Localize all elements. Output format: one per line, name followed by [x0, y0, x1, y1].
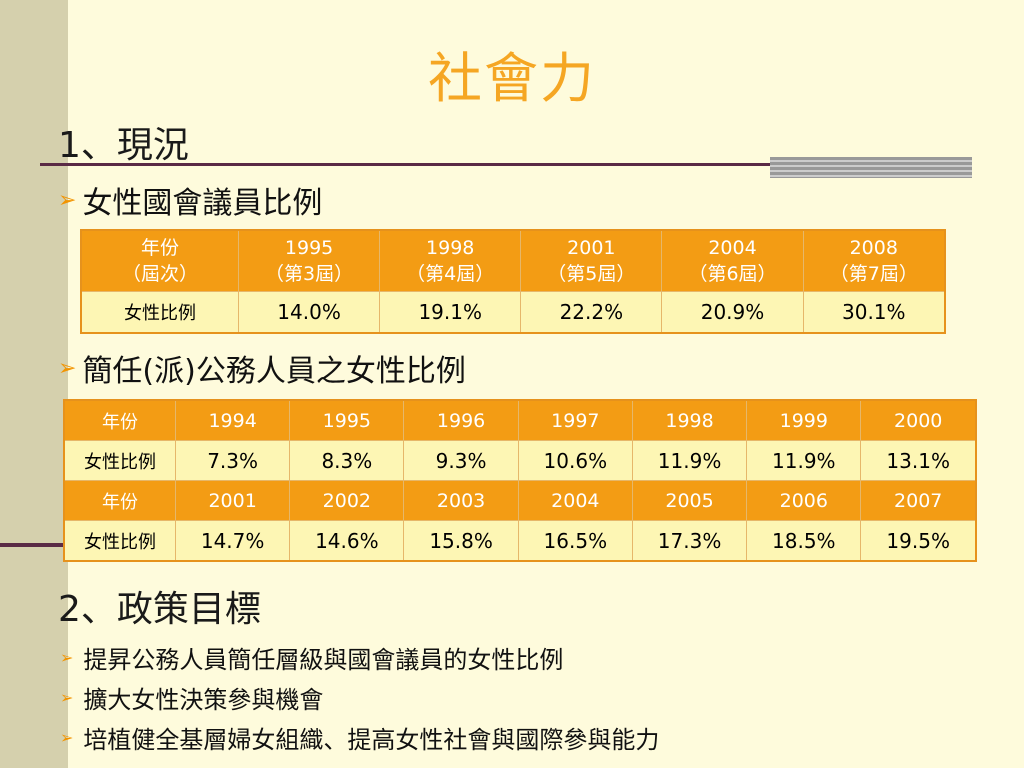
table-cell: 11.9% — [746, 440, 862, 481]
table-header-cell: 2008 （第7屆） — [802, 229, 946, 292]
arrowhead-bullet-icon: ➢ — [58, 355, 77, 381]
table-cell: 14.0% — [237, 291, 381, 334]
table-header-cell: 年份 — [63, 480, 176, 521]
table-header-cell: 2004 （第6屆） — [661, 229, 804, 292]
arrowhead-bullet-icon: ➢ — [60, 688, 74, 707]
table-header-row: 年份 1994 1995 1996 1997 1998 1999 2000 — [63, 399, 977, 441]
arrowhead-bullet-icon: ➢ — [58, 187, 77, 213]
table-cell: 女性比例 — [80, 291, 239, 334]
table-cell: 女性比例 — [63, 440, 176, 481]
goal-item: ➢ 提昇公務人員簡任層級與國會議員的女性比例 — [60, 640, 563, 675]
table-header-cell: 1998 — [631, 399, 748, 441]
title-divider-line — [40, 163, 770, 166]
table-header-cell: 1994 — [174, 399, 291, 441]
table-header-cell: 2000 — [860, 399, 977, 441]
table-header-cell: 2002 — [289, 480, 405, 521]
table-header-cell: 2001 （第5屆） — [520, 229, 663, 292]
arrowhead-bullet-icon: ➢ — [60, 648, 74, 667]
table-cell: 15.8% — [403, 520, 519, 562]
table-header-cell: 2006 — [746, 480, 862, 521]
legislator-ratio-table: 年份 （屆次） 1995 （第3屆） 1998 （第4屆） 2001 （第5屆） 200… — [80, 229, 946, 334]
goal-label: 擴大女性決策參與機會 — [83, 686, 324, 714]
goal-label: 培植健全基層婦女組織、提高女性社會與國際參與能力 — [83, 726, 660, 754]
slide-title: 社會力 — [428, 47, 596, 110]
goal-item: ➢ 擴大女性決策參與機會 — [60, 680, 323, 715]
table-row: 女性比例 14.7% 14.6% 15.8% 16.5% 17.3% 18.5% 19.5% — [63, 520, 977, 562]
table-row: 女性比例 7.3% 8.3% 9.3% 10.6% 11.9% 11.9% 13.1% — [63, 440, 977, 481]
striped-accent-bar — [770, 157, 972, 178]
side-decoration-band — [0, 0, 68, 768]
section-heading-goals: 2、政策目標 — [58, 589, 261, 630]
table-header-cell: 年份 — [63, 399, 176, 441]
table-header-cell: 2007 — [860, 480, 977, 521]
bullet-legislators-label: 女性國會議員比例 — [82, 186, 323, 221]
table-cell: 16.5% — [517, 520, 633, 562]
table-cell: 19.5% — [860, 520, 977, 562]
table-cell: 11.9% — [631, 440, 748, 481]
table-cell: 7.3% — [174, 440, 291, 481]
bullet-civil-servants-label: 簡任(派)公務人員之女性比例 — [82, 354, 466, 389]
goal-label: 提昇公務人員簡任層級與國會議員的女性比例 — [83, 646, 564, 674]
table-cell: 22.2% — [520, 291, 663, 334]
table-cell: 14.7% — [174, 520, 291, 562]
table-cell: 19.1% — [379, 291, 522, 334]
civil-servant-ratio-table: 年份 1994 1995 1996 1997 1998 1999 2000 女性比例 7.3% 8.… — [63, 399, 977, 562]
table-cell: 女性比例 — [63, 520, 176, 562]
section-heading-status: 1、現況 — [58, 125, 189, 166]
table-header-cell: 1999 — [746, 399, 862, 441]
table-cell: 20.9% — [661, 291, 804, 334]
side-divider-line — [0, 543, 64, 547]
table-header-cell: 1997 — [517, 399, 633, 441]
table-header-row: 年份 2001 2002 2003 2004 2005 2006 2007 — [63, 480, 977, 521]
table-header-cell: 1998 （第4屆） — [379, 229, 522, 292]
bullet-civil-servants: ➢ 簡任(派)公務人員之女性比例 — [58, 346, 466, 390]
table-cell: 18.5% — [746, 520, 862, 562]
goal-item: ➢ 培植健全基層婦女組織、提高女性社會與國際參與能力 — [60, 720, 659, 755]
table-cell: 13.1% — [860, 440, 977, 481]
civil-servant-table-body: 年份 1994 1995 1996 1997 1998 1999 2000 女性比例 7.3% 8.… — [63, 399, 977, 562]
table-header-cell: 年份 （屆次） — [80, 229, 239, 292]
arrowhead-bullet-icon: ➢ — [60, 728, 74, 747]
table-header-cell: 1996 — [403, 399, 519, 441]
bullet-legislators: ➢ 女性國會議員比例 — [58, 178, 322, 222]
table-header-cell: 1995 — [289, 399, 405, 441]
table-cell: 14.6% — [289, 520, 405, 562]
table-header-cell: 2003 — [403, 480, 519, 521]
table-header-cell: 1995 （第3屆） — [237, 229, 381, 292]
table-cell: 30.1% — [802, 291, 946, 334]
table-row: 女性比例 14.0% 19.1% 22.2% 20.9% 30.1% — [80, 291, 946, 334]
table-header-cell: 2001 — [174, 480, 291, 521]
table-cell: 10.6% — [517, 440, 633, 481]
table-header-row: 年份 （屆次） 1995 （第3屆） 1998 （第4屆） 2001 （第5屆） 200… — [80, 229, 946, 292]
table-header-cell: 2004 — [517, 480, 633, 521]
table-cell: 9.3% — [403, 440, 519, 481]
table-cell: 8.3% — [289, 440, 405, 481]
table-header-cell: 2005 — [631, 480, 748, 521]
table-cell: 17.3% — [631, 520, 748, 562]
